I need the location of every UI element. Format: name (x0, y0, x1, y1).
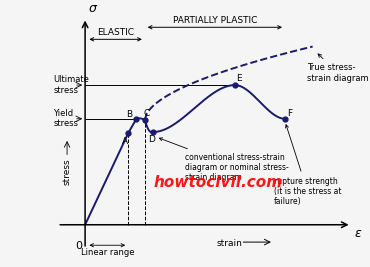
Text: PARTIALLY PLASTIC: PARTIALLY PLASTIC (173, 16, 257, 25)
Text: D: D (148, 135, 155, 144)
Text: F: F (287, 109, 292, 118)
Text: Yield
stress: Yield stress (53, 109, 78, 128)
Text: $\epsilon$: $\epsilon$ (354, 227, 363, 240)
Text: rupture strength
(it is the stress at
failure): rupture strength (it is the stress at fa… (274, 125, 341, 206)
Text: 0: 0 (75, 241, 82, 252)
Text: Linear range: Linear range (81, 248, 135, 257)
Text: True stress-
strain diagram: True stress- strain diagram (307, 54, 369, 83)
Text: howtocivil.com: howtocivil.com (154, 175, 283, 190)
Text: B: B (127, 110, 132, 119)
Text: strain: strain (216, 239, 242, 248)
Text: Ultimate
stress: Ultimate stress (53, 75, 89, 95)
Text: ELASTIC: ELASTIC (97, 28, 134, 37)
Text: $\sigma$: $\sigma$ (88, 2, 98, 15)
Text: A: A (122, 137, 128, 146)
Text: stress: stress (63, 158, 71, 185)
Text: conventional stress-strain
diagram or nominal stress-
strain diagram: conventional stress-strain diagram or no… (159, 138, 289, 182)
Text: E: E (236, 74, 242, 84)
Text: C: C (144, 109, 150, 118)
